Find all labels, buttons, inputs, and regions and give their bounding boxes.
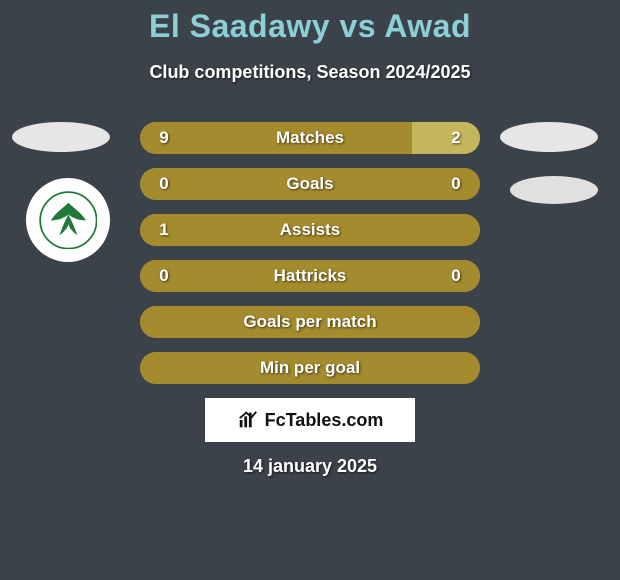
brand-badge: FcTables.com (205, 398, 415, 442)
stat-bar: Goals00 (140, 168, 480, 200)
stat-bar: Assists1 (140, 214, 480, 246)
player2-flag-placeholder (510, 176, 598, 204)
player1-club-badge-placeholder (12, 122, 110, 152)
player2-club-badge-placeholder (500, 122, 598, 152)
stat-bar-left-fill (140, 352, 480, 384)
stat-bar-left-fill (140, 168, 480, 200)
stat-bar-left-fill (140, 122, 412, 154)
player1-club-logo (26, 178, 110, 262)
comparison-infographic: El Saadawy vs Awad Club competitions, Se… (0, 0, 620, 580)
stat-bar-right-fill (412, 122, 480, 154)
stat-bar-left-fill (140, 260, 480, 292)
brand-text: FcTables.com (265, 410, 384, 431)
chart-icon (237, 409, 259, 431)
stat-bar: Min per goal (140, 352, 480, 384)
stat-bar-left-fill (140, 214, 480, 246)
infographic-date: 14 january 2025 (0, 456, 620, 477)
stat-bar: Hattricks00 (140, 260, 480, 292)
stat-bar: Goals per match (140, 306, 480, 338)
stat-bar: Matches92 (140, 122, 480, 154)
eagle-icon (39, 191, 98, 250)
subtitle: Club competitions, Season 2024/2025 (0, 62, 620, 83)
page-title: El Saadawy vs Awad (0, 8, 620, 45)
stat-bar-left-fill (140, 306, 480, 338)
